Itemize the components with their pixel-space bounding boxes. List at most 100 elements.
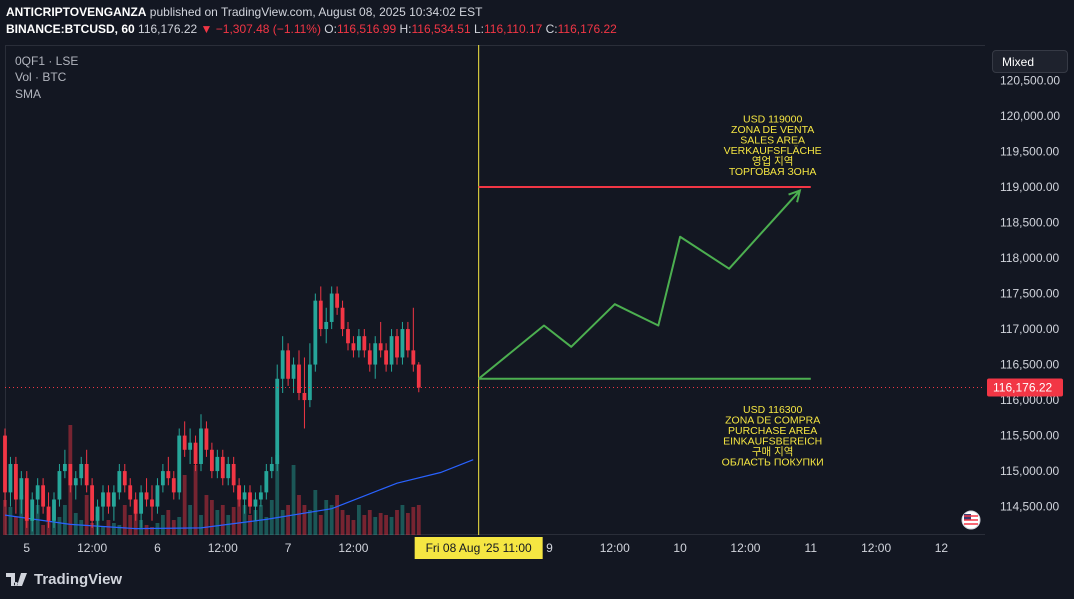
candle-body [84,463,89,486]
volume-bar [340,510,345,535]
volume-bar [19,495,24,535]
volume-bar [280,510,285,535]
sma-line [4,459,474,530]
volume-bar [155,523,160,535]
volume-bar [307,510,312,535]
annotation-text: ZONA DE VENTA [731,124,814,136]
volume-bar [356,505,361,535]
candle-body [101,492,105,507]
candle-body [90,485,95,521]
author-name[interactable]: ANTICRIPTOVENGANZA [6,5,147,19]
candle-body [389,336,394,365]
volume-bar [41,525,46,535]
volume-bar [57,517,62,535]
y-axis-tick-label: 118,500.00 [1000,216,1059,230]
x-axis-tick-label: 12:00 [208,541,238,555]
candle-body [209,449,214,472]
candle-body [171,478,176,493]
volume-bar [73,513,78,535]
volume-bar [324,500,329,535]
candle-body [46,506,51,521]
high-value: 116,534.51 [411,22,471,36]
legend-study-sma[interactable]: SMA [15,87,42,101]
candle-body [68,463,73,486]
volume-bar [335,495,340,535]
candle-body [155,485,160,507]
tradingview-logo-icon [6,573,27,586]
close-value: 116,176.22 [557,22,617,36]
volume-bar [297,495,301,535]
close-label: C: [545,22,558,36]
candle-body [378,343,383,351]
candle-body [166,471,171,479]
symbol-info: BINANCE:BTCUSD, 60 116,176.22 ▼ −1,307.4… [6,22,617,36]
candle-body [286,350,291,379]
projection-path[interactable] [478,189,801,380]
y-axis-tick-label: 119,000.00 [1000,180,1059,194]
candle-body [193,442,198,464]
volume-bar [160,515,165,535]
y-axis-tick-label: 117,000.00 [1000,322,1059,336]
candle-body [226,463,231,479]
volume-bar [177,517,182,535]
x-axis-tick-label: 10 [673,541,687,555]
x-axis-tick-label: 9 [546,541,553,555]
candle-body [215,456,220,472]
annotation-text: SALES AREA [740,135,805,147]
last-price-badge-label: 116,176.22 [993,381,1052,395]
x-axis-tick-label: 5 [23,541,30,555]
volume-bar [220,505,225,535]
x-axis-tick-label: 6 [154,541,161,555]
projection-arrow-head [788,189,802,203]
scale-mode-button[interactable]: Mixed [992,50,1068,73]
published-text: published on TradingView.com, August 08,… [149,5,483,19]
volume-bar [286,505,291,535]
candle-body [111,492,116,507]
candle-body [95,506,100,521]
candle-body [52,499,56,521]
candle-body [177,435,182,493]
crosshair-time-badge [414,537,543,559]
volume-bar [171,520,176,535]
candle-body [335,293,340,308]
candle-body [13,463,18,500]
candle-body [30,499,35,521]
candle-body [24,478,29,521]
y-axis-tick-label: 114,500.00 [1000,500,1059,514]
volume-bar [389,517,394,535]
y-axis-tick-label: 120,500.00 [1000,74,1060,88]
tradingview-logo[interactable]: TradingView [6,571,122,588]
volume-bar [122,505,127,535]
candle-body [242,492,247,500]
volume-bar [362,515,367,535]
annotation-text: ZONA DE COMPRA [725,414,820,426]
legend-study-main[interactable]: 0QF1 · LSE [15,54,79,68]
candle-body [340,307,345,330]
candle-body [416,364,421,388]
legend-study-volume[interactable]: Vol · BTC [15,70,67,84]
volume-bar [367,510,372,535]
candle-body [411,350,416,365]
volume-bar [411,507,416,535]
candle-body [41,485,46,507]
candle-body [400,329,405,358]
y-axis-tick-label: 119,500.00 [1000,145,1059,159]
candle-body [384,350,389,365]
candle-body [324,321,329,330]
volume-bar [117,525,122,535]
candle-body [313,300,318,365]
candle-body [19,478,24,500]
candle-body [302,392,307,401]
volume-bar [209,500,214,535]
candle-body [117,471,122,493]
candle-body [307,364,312,401]
volume-bar [384,515,389,535]
volume-bar [62,505,67,535]
candle-body [8,463,13,493]
candle-body [199,428,203,464]
candle-body [73,478,78,486]
annotation-text: PURCHASE AREA [728,425,817,437]
volume-bar [13,517,18,535]
volume-bar [133,510,138,535]
